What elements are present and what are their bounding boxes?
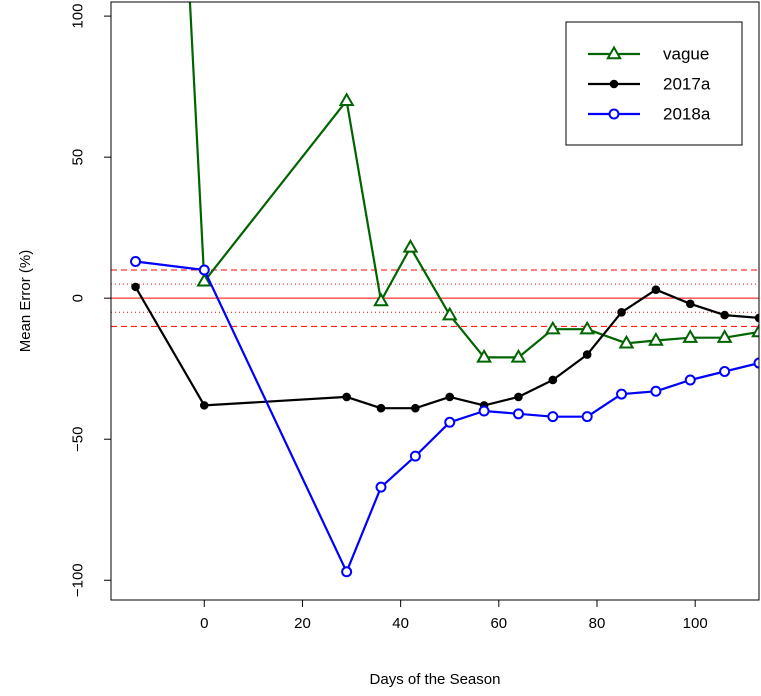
data-point-triangle: [648, 331, 664, 346]
data-point-triangle: [441, 306, 458, 321]
data-point-triangle: [402, 238, 419, 253]
data-point-triangle: [618, 334, 635, 349]
data-point-filled-circle: [651, 285, 661, 295]
data-point-triangle: [682, 329, 699, 343]
data-point-open-circle: [650, 385, 662, 397]
y-axis: −100 −50 0 50 100: [70, 4, 112, 597]
series-line-2018a: [135, 260, 759, 573]
data-point-triangle: [544, 320, 561, 335]
series-line-2017a: [134, 286, 759, 410]
data-point-open-circle: [130, 256, 142, 268]
y-tick-label: −50: [70, 426, 87, 451]
y-axis-title: Mean Error (%): [17, 250, 34, 353]
legend-label: 2017a: [663, 75, 711, 94]
data-point-triangle: [751, 323, 759, 338]
x-axis: 0 20 40 60 80 100: [200, 599, 708, 632]
data-point-open-circle: [719, 366, 731, 378]
data-point-filled-circle: [514, 392, 523, 402]
legend-label: 2018a: [663, 105, 711, 124]
data-point-open-circle: [512, 408, 524, 420]
data-point-open-circle: [616, 388, 628, 400]
data-point-filled-circle: [548, 375, 558, 385]
data-point-filled-circle: [411, 403, 420, 413]
x-tick-label: 20: [294, 615, 311, 632]
data-point-open-circle: [684, 374, 696, 386]
y-tick-label: 0: [70, 294, 87, 302]
series-2017a: [131, 282, 759, 413]
y-tick-label: −100: [70, 563, 87, 597]
data-point-triangle: [606, 45, 622, 60]
legend-label: vague: [663, 45, 709, 64]
data-point-filled-circle: [445, 392, 455, 402]
x-tick-label: 0: [200, 615, 208, 632]
data-point-triangle: [476, 348, 492, 363]
data-point-filled-circle: [609, 79, 619, 89]
x-tick-label: 60: [490, 615, 507, 632]
data-point-open-circle: [375, 481, 387, 493]
x-tick-label: 40: [392, 615, 409, 632]
y-tick-label: 100: [70, 4, 87, 29]
data-point-open-circle: [341, 566, 353, 578]
data-point-filled-circle: [342, 392, 351, 402]
series-vague: [188, 2, 759, 363]
data-point-triangle: [373, 292, 389, 307]
x-tick-label: 100: [683, 615, 708, 632]
data-point-open-circle: [547, 411, 559, 423]
data-point-filled-circle: [376, 403, 386, 413]
data-point-triangle: [510, 348, 527, 363]
series-layer: [130, 2, 759, 578]
data-point-triangle: [338, 92, 355, 106]
data-point-filled-circle: [617, 307, 626, 317]
data-point-open-circle: [409, 450, 421, 462]
data-point-triangle: [716, 329, 733, 343]
x-tick-label: 80: [589, 615, 606, 632]
data-point-open-circle: [444, 416, 456, 428]
legend-item-2018a: 2018a: [588, 105, 711, 124]
series-2018a: [130, 256, 759, 578]
data-point-filled-circle: [131, 282, 140, 292]
data-point-triangle: [196, 272, 213, 287]
y-tick-label: 50: [70, 149, 87, 166]
reference-lines: [111, 269, 759, 327]
data-point-filled-circle: [754, 313, 759, 323]
data-point-open-circle: [581, 411, 593, 423]
data-point-triangle: [579, 320, 596, 335]
data-point-open-circle: [198, 264, 210, 276]
data-point-filled-circle: [720, 310, 729, 320]
data-point-open-circle: [753, 357, 759, 369]
legend-item-2017a: 2017a: [588, 75, 711, 94]
legend-item-vague: vague: [588, 45, 709, 64]
data-point-filled-circle: [582, 350, 592, 359]
data-point-filled-circle: [685, 299, 695, 309]
legend: vague 2017a 2018a: [565, 21, 743, 146]
data-point-open-circle: [478, 405, 490, 417]
data-point-filled-circle: [199, 401, 209, 410]
x-axis-title: Days of the Season: [370, 671, 501, 688]
data-point-open-circle: [608, 108, 620, 120]
